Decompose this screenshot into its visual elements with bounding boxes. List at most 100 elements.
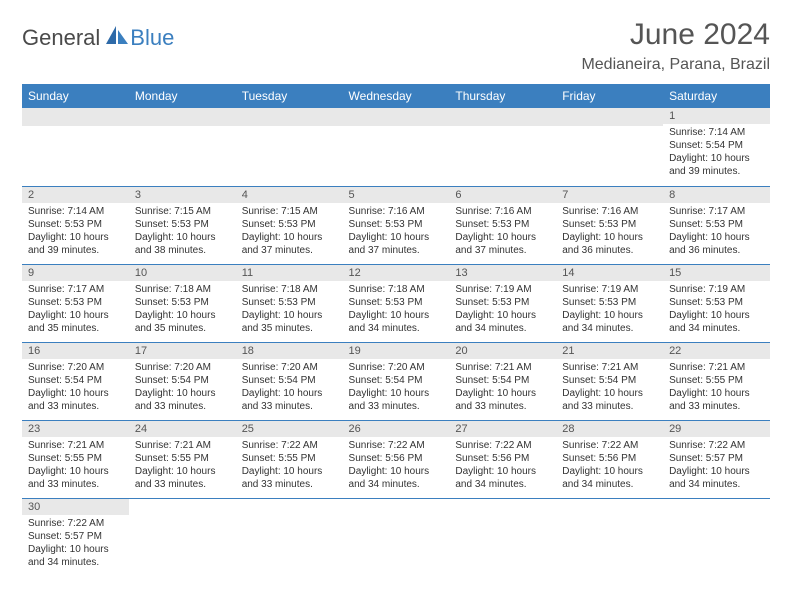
calendar-cell: 10Sunrise: 7:18 AMSunset: 5:53 PMDayligh… bbox=[129, 264, 236, 342]
day-content: Sunrise: 7:19 AMSunset: 5:53 PMDaylight:… bbox=[449, 281, 556, 339]
empty-day-header bbox=[343, 108, 450, 126]
calendar-cell bbox=[236, 108, 343, 186]
day-content: Sunrise: 7:22 AMSunset: 5:57 PMDaylight:… bbox=[663, 437, 770, 495]
day-content: Sunrise: 7:20 AMSunset: 5:54 PMDaylight:… bbox=[129, 359, 236, 417]
calendar-body: 1Sunrise: 7:14 AMSunset: 5:54 PMDaylight… bbox=[22, 108, 770, 576]
day-number: 4 bbox=[236, 187, 343, 203]
calendar-cell: 15Sunrise: 7:19 AMSunset: 5:53 PMDayligh… bbox=[663, 264, 770, 342]
sunrise: Sunrise: 7:21 AM bbox=[28, 439, 123, 452]
calendar-cell: 21Sunrise: 7:21 AMSunset: 5:54 PMDayligh… bbox=[556, 342, 663, 420]
calendar-cell: 11Sunrise: 7:18 AMSunset: 5:53 PMDayligh… bbox=[236, 264, 343, 342]
daylight: Daylight: 10 hours and 34 minutes. bbox=[455, 309, 550, 335]
calendar-table: SundayMondayTuesdayWednesdayThursdayFrid… bbox=[22, 84, 770, 576]
sunrise: Sunrise: 7:22 AM bbox=[349, 439, 444, 452]
sunrise: Sunrise: 7:16 AM bbox=[455, 205, 550, 218]
sunset: Sunset: 5:53 PM bbox=[669, 296, 764, 309]
sunset: Sunset: 5:54 PM bbox=[242, 374, 337, 387]
calendar-row: 23Sunrise: 7:21 AMSunset: 5:55 PMDayligh… bbox=[22, 420, 770, 498]
daylight: Daylight: 10 hours and 37 minutes. bbox=[349, 231, 444, 257]
sunset: Sunset: 5:56 PM bbox=[562, 452, 657, 465]
daylight: Daylight: 10 hours and 36 minutes. bbox=[562, 231, 657, 257]
sunrise: Sunrise: 7:16 AM bbox=[349, 205, 444, 218]
weekday-header: Saturday bbox=[663, 84, 770, 108]
sunset: Sunset: 5:54 PM bbox=[135, 374, 230, 387]
sunset: Sunset: 5:53 PM bbox=[669, 218, 764, 231]
month-title: June 2024 bbox=[581, 18, 770, 52]
daylight: Daylight: 10 hours and 33 minutes. bbox=[669, 387, 764, 413]
calendar-row: 16Sunrise: 7:20 AMSunset: 5:54 PMDayligh… bbox=[22, 342, 770, 420]
day-content: Sunrise: 7:22 AMSunset: 5:55 PMDaylight:… bbox=[236, 437, 343, 495]
sunset: Sunset: 5:53 PM bbox=[455, 218, 550, 231]
sunset: Sunset: 5:55 PM bbox=[135, 452, 230, 465]
day-content: Sunrise: 7:15 AMSunset: 5:53 PMDaylight:… bbox=[129, 203, 236, 261]
sunset: Sunset: 5:53 PM bbox=[28, 218, 123, 231]
calendar-cell: 29Sunrise: 7:22 AMSunset: 5:57 PMDayligh… bbox=[663, 420, 770, 498]
day-content: Sunrise: 7:18 AMSunset: 5:53 PMDaylight:… bbox=[236, 281, 343, 339]
empty-day-header bbox=[22, 108, 129, 126]
sunset: Sunset: 5:53 PM bbox=[242, 296, 337, 309]
daylight: Daylight: 10 hours and 33 minutes. bbox=[135, 465, 230, 491]
daylight: Daylight: 10 hours and 36 minutes. bbox=[669, 231, 764, 257]
sunset: Sunset: 5:54 PM bbox=[349, 374, 444, 387]
calendar-cell bbox=[343, 108, 450, 186]
sunset: Sunset: 5:53 PM bbox=[135, 296, 230, 309]
logo-text-general: General bbox=[22, 25, 100, 51]
calendar-row: 30Sunrise: 7:22 AMSunset: 5:57 PMDayligh… bbox=[22, 498, 770, 576]
header: General Blue June 2024 Medianeira, Paran… bbox=[22, 18, 770, 74]
calendar-cell bbox=[22, 108, 129, 186]
calendar-cell bbox=[556, 108, 663, 186]
sunrise: Sunrise: 7:21 AM bbox=[455, 361, 550, 374]
empty-day-header bbox=[556, 108, 663, 126]
sunset: Sunset: 5:53 PM bbox=[349, 296, 444, 309]
calendar-cell: 2Sunrise: 7:14 AMSunset: 5:53 PMDaylight… bbox=[22, 186, 129, 264]
sunset: Sunset: 5:55 PM bbox=[669, 374, 764, 387]
day-number: 30 bbox=[22, 499, 129, 515]
day-number: 6 bbox=[449, 187, 556, 203]
sunrise: Sunrise: 7:19 AM bbox=[562, 283, 657, 296]
day-content: Sunrise: 7:19 AMSunset: 5:53 PMDaylight:… bbox=[556, 281, 663, 339]
sunrise: Sunrise: 7:17 AM bbox=[28, 283, 123, 296]
daylight: Daylight: 10 hours and 33 minutes. bbox=[349, 387, 444, 413]
day-number: 7 bbox=[556, 187, 663, 203]
calendar-cell: 14Sunrise: 7:19 AMSunset: 5:53 PMDayligh… bbox=[556, 264, 663, 342]
day-content: Sunrise: 7:15 AMSunset: 5:53 PMDaylight:… bbox=[236, 203, 343, 261]
day-number: 1 bbox=[663, 108, 770, 124]
calendar-cell: 23Sunrise: 7:21 AMSunset: 5:55 PMDayligh… bbox=[22, 420, 129, 498]
daylight: Daylight: 10 hours and 34 minutes. bbox=[562, 309, 657, 335]
empty-day-header bbox=[449, 108, 556, 126]
day-number: 15 bbox=[663, 265, 770, 281]
sunrise: Sunrise: 7:15 AM bbox=[242, 205, 337, 218]
sunset: Sunset: 5:57 PM bbox=[28, 530, 123, 543]
day-number: 25 bbox=[236, 421, 343, 437]
sunrise: Sunrise: 7:22 AM bbox=[242, 439, 337, 452]
day-content: Sunrise: 7:21 AMSunset: 5:54 PMDaylight:… bbox=[556, 359, 663, 417]
day-number: 2 bbox=[22, 187, 129, 203]
sunset: Sunset: 5:54 PM bbox=[669, 139, 764, 152]
sunset: Sunset: 5:56 PM bbox=[455, 452, 550, 465]
calendar-row: 2Sunrise: 7:14 AMSunset: 5:53 PMDaylight… bbox=[22, 186, 770, 264]
sunrise: Sunrise: 7:14 AM bbox=[669, 126, 764, 139]
empty-day-header bbox=[129, 108, 236, 126]
sunrise: Sunrise: 7:20 AM bbox=[242, 361, 337, 374]
day-content: Sunrise: 7:22 AMSunset: 5:57 PMDaylight:… bbox=[22, 515, 129, 573]
daylight: Daylight: 10 hours and 39 minutes. bbox=[28, 231, 123, 257]
sunset: Sunset: 5:54 PM bbox=[455, 374, 550, 387]
sunrise: Sunrise: 7:20 AM bbox=[135, 361, 230, 374]
weekday-header: Tuesday bbox=[236, 84, 343, 108]
day-content: Sunrise: 7:16 AMSunset: 5:53 PMDaylight:… bbox=[556, 203, 663, 261]
logo: General Blue bbox=[22, 24, 174, 51]
sunrise: Sunrise: 7:21 AM bbox=[669, 361, 764, 374]
calendar-cell: 9Sunrise: 7:17 AMSunset: 5:53 PMDaylight… bbox=[22, 264, 129, 342]
day-number: 10 bbox=[129, 265, 236, 281]
daylight: Daylight: 10 hours and 34 minutes. bbox=[28, 543, 123, 569]
day-number: 8 bbox=[663, 187, 770, 203]
day-number: 14 bbox=[556, 265, 663, 281]
empty-day-header bbox=[236, 108, 343, 126]
sunset: Sunset: 5:55 PM bbox=[28, 452, 123, 465]
day-number: 13 bbox=[449, 265, 556, 281]
day-content: Sunrise: 7:22 AMSunset: 5:56 PMDaylight:… bbox=[343, 437, 450, 495]
sunrise: Sunrise: 7:15 AM bbox=[135, 205, 230, 218]
day-content: Sunrise: 7:18 AMSunset: 5:53 PMDaylight:… bbox=[343, 281, 450, 339]
calendar-cell: 30Sunrise: 7:22 AMSunset: 5:57 PMDayligh… bbox=[22, 498, 129, 576]
calendar-cell bbox=[343, 498, 450, 576]
